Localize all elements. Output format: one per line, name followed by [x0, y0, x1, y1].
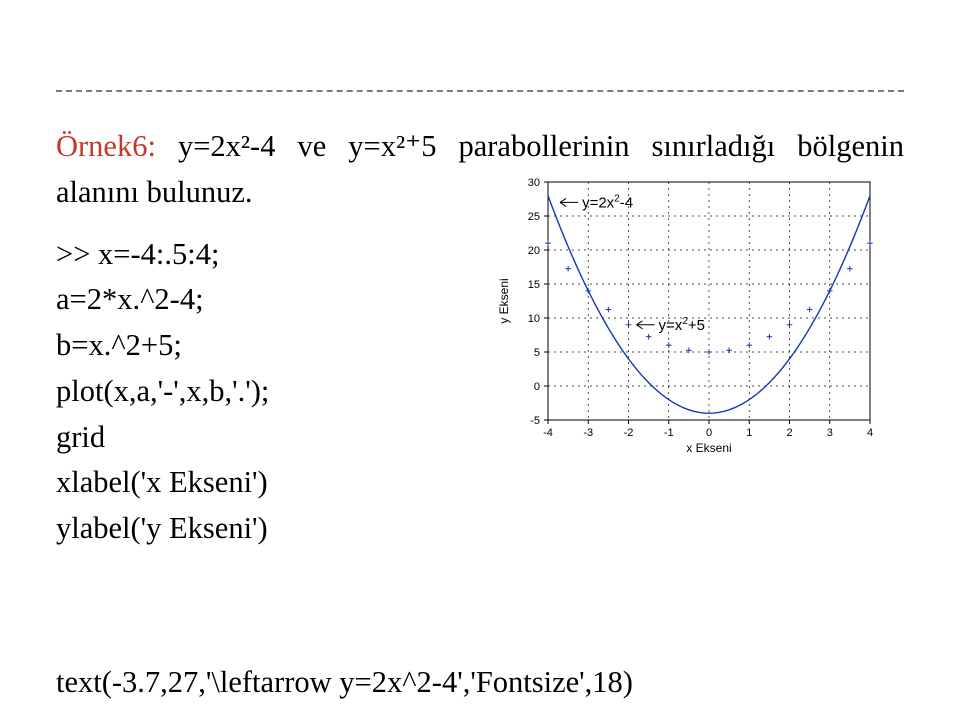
svg-text:x Ekseni: x Ekseni: [686, 441, 731, 455]
svg-text:3: 3: [827, 427, 833, 439]
svg-text:-3: -3: [583, 427, 593, 439]
svg-text:y=x2+5: y=x2+5: [659, 316, 705, 334]
header-rule: [56, 90, 904, 92]
code-line: a=2*x.^2-4;: [56, 282, 204, 316]
svg-text:20: 20: [528, 245, 540, 257]
code-line: >> x=-4:.5:4;: [56, 237, 219, 271]
svg-text:10: 10: [528, 313, 540, 325]
svg-text:y Ekseni: y Ekseni: [497, 278, 511, 323]
example-number: Örnek6:: [56, 129, 156, 163]
document-page: Örnek6: y=2x²-4 ve y=x²⁺5 parabollerinin…: [0, 0, 960, 712]
svg-text:25: 25: [528, 211, 540, 223]
svg-text:-4: -4: [543, 427, 553, 439]
parabola-chart: -4 -3 -2 -1 0 1 2 3 4 -5 0 5 10 15 20 25 30 x Ekseni y Eks…: [490, 174, 890, 460]
svg-text:5: 5: [534, 347, 540, 359]
code-line: plot(x,a,'-',x,b,'.');: [56, 374, 269, 408]
svg-text:-2: -2: [624, 427, 634, 439]
svg-text:2: 2: [786, 427, 792, 439]
svg-text:15: 15: [528, 279, 540, 291]
svg-text:-1: -1: [664, 427, 674, 439]
code-line: xlabel('x Ekseni'): [56, 465, 268, 499]
code-line: b=x.^2+5;: [56, 328, 182, 362]
svg-text:4: 4: [867, 427, 873, 439]
svg-text:y=2x2-4: y=2x2-4: [582, 193, 633, 211]
svg-text:1: 1: [746, 427, 752, 439]
svg-text:0: 0: [706, 427, 712, 439]
code-line: grid: [56, 420, 105, 454]
svg-text:-5: -5: [530, 415, 540, 427]
code-line: text(-3.7,27,'\leftarrow y=2x^2-4','Font…: [56, 665, 633, 699]
svg-text:0: 0: [534, 381, 540, 393]
annotation-code: text(-3.7,27,'\leftarrow y=2x^2-4','Font…: [56, 660, 904, 712]
code-line: ylabel('y Ekseni'): [56, 511, 268, 545]
svg-text:30: 30: [528, 177, 540, 189]
